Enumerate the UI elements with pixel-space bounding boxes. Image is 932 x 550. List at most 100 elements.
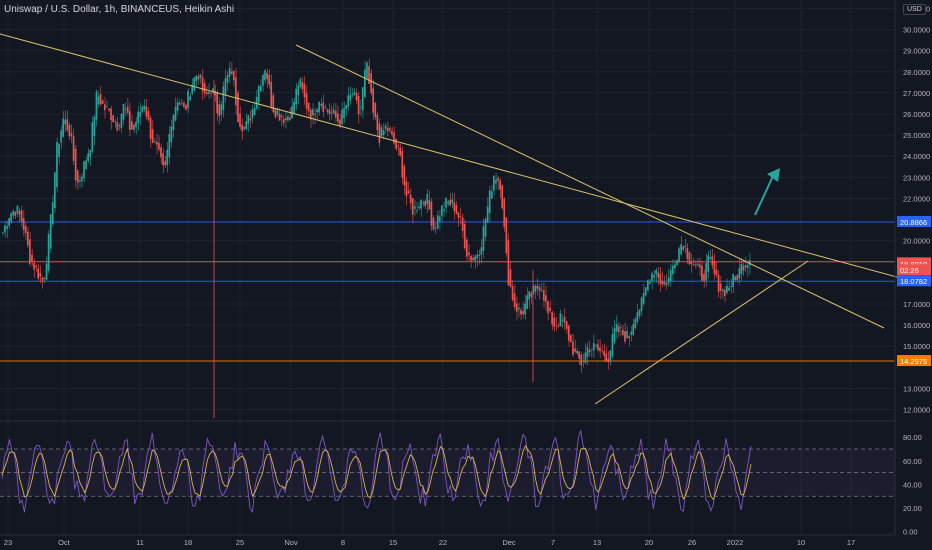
candle-body bbox=[241, 124, 243, 132]
rsi-tick-label: 40.00 bbox=[903, 480, 922, 489]
candle-body bbox=[653, 275, 655, 278]
candle-body bbox=[682, 246, 685, 250]
candle-body bbox=[574, 348, 576, 352]
candle-body bbox=[268, 74, 270, 85]
time-tick-label: 20 bbox=[645, 538, 653, 547]
trendline bbox=[594, 260, 809, 405]
candle-body bbox=[386, 127, 389, 132]
candle-body bbox=[457, 212, 460, 219]
candle-body bbox=[409, 194, 412, 203]
price-tick-label: 30.0000 bbox=[903, 26, 930, 35]
candle-body bbox=[468, 252, 470, 256]
price-tick-label: 13.0000 bbox=[903, 384, 930, 393]
candle-body bbox=[399, 147, 402, 156]
candle-body bbox=[349, 94, 352, 101]
time-tick-label: Nov bbox=[284, 538, 298, 547]
candle-body bbox=[187, 90, 189, 109]
time-tick-label: 17 bbox=[847, 538, 855, 547]
arrow-up-icon[interactable] bbox=[754, 168, 780, 216]
candle-body bbox=[657, 272, 660, 278]
candle-body bbox=[599, 347, 601, 352]
candle-body bbox=[603, 351, 605, 356]
candle-body bbox=[474, 256, 476, 261]
candle-body bbox=[638, 309, 641, 316]
candle-body bbox=[555, 325, 558, 327]
candle-body bbox=[299, 78, 302, 88]
candle-body bbox=[101, 100, 104, 104]
candle-body bbox=[70, 133, 73, 137]
candle-body bbox=[588, 349, 591, 353]
candle-body bbox=[6, 226, 8, 229]
symbol-title[interactable]: Uniswap / U.S. Dollar, 1h, BINANCEUS, He… bbox=[4, 4, 235, 15]
candle-body bbox=[128, 111, 131, 130]
candle-body bbox=[459, 215, 462, 217]
price-axis[interactable]: 12.000013.000015.000016.000017.000019.00… bbox=[894, 0, 931, 537]
candle-body bbox=[499, 180, 501, 190]
arrow-head bbox=[767, 168, 780, 182]
candle-body bbox=[590, 348, 593, 350]
price-tick-label: 29.0000 bbox=[903, 47, 930, 56]
candle-body bbox=[81, 176, 83, 182]
candle-body bbox=[594, 345, 597, 347]
candle-body bbox=[680, 244, 682, 255]
candle-body bbox=[407, 190, 410, 194]
candle-body bbox=[126, 106, 129, 113]
candle-body bbox=[628, 336, 630, 339]
candle-body bbox=[87, 153, 89, 161]
candle-body bbox=[597, 344, 599, 350]
candle-body bbox=[270, 81, 273, 107]
candle-body bbox=[671, 265, 674, 275]
candle-body bbox=[237, 92, 239, 123]
candle-body bbox=[24, 225, 27, 234]
candle-body bbox=[607, 358, 610, 362]
candle-body bbox=[609, 350, 612, 362]
candle-body bbox=[39, 272, 42, 277]
candle-body bbox=[576, 350, 578, 354]
price-label-tag bbox=[897, 355, 931, 367]
candle-body bbox=[162, 153, 164, 166]
candle-body bbox=[341, 109, 343, 125]
candle-body bbox=[60, 130, 62, 143]
candle-body bbox=[436, 215, 439, 229]
candle-body bbox=[114, 121, 117, 123]
candle-body bbox=[738, 268, 741, 279]
time-tick-label: 23 bbox=[4, 538, 12, 547]
candle-body bbox=[334, 111, 337, 118]
candle-body bbox=[4, 225, 6, 233]
candle-body bbox=[517, 307, 520, 310]
candle-body bbox=[8, 218, 10, 226]
currency-badge[interactable]: USD bbox=[903, 4, 926, 15]
candle-body bbox=[526, 295, 528, 309]
candle-body bbox=[592, 343, 595, 351]
candle-body bbox=[166, 149, 169, 166]
rsi-pane[interactable] bbox=[0, 430, 895, 514]
candle-body bbox=[624, 331, 626, 342]
candle-body bbox=[18, 210, 21, 215]
candle-body bbox=[578, 351, 580, 359]
price-label-tag bbox=[897, 264, 931, 276]
candle-body bbox=[646, 280, 649, 291]
price-tick-label: 17.0000 bbox=[903, 300, 930, 309]
candle-body bbox=[64, 119, 67, 125]
candle-body bbox=[493, 175, 495, 191]
candle-body bbox=[141, 107, 144, 112]
candle-body bbox=[721, 289, 724, 292]
candle-body bbox=[692, 264, 695, 266]
candle-body bbox=[153, 140, 156, 142]
candle-body bbox=[374, 102, 377, 118]
candle-body bbox=[453, 202, 456, 212]
candle-body bbox=[174, 107, 177, 121]
candle-body bbox=[328, 109, 331, 114]
candle-body bbox=[707, 255, 709, 272]
candle-body bbox=[108, 108, 110, 111]
candle-body bbox=[553, 317, 556, 327]
candle-body bbox=[309, 109, 312, 120]
candle-body bbox=[667, 277, 670, 284]
candle-body bbox=[124, 109, 127, 110]
time-axis[interactable]: 23 Oct 11 18 25 Nov 8 15 22 Dec 7 13 20 26 2022 10 17 bbox=[0, 534, 895, 547]
candle-body bbox=[31, 254, 33, 262]
candle-body bbox=[495, 180, 497, 184]
candle-body bbox=[507, 240, 510, 286]
trendlines[interactable] bbox=[0, 33, 931, 405]
